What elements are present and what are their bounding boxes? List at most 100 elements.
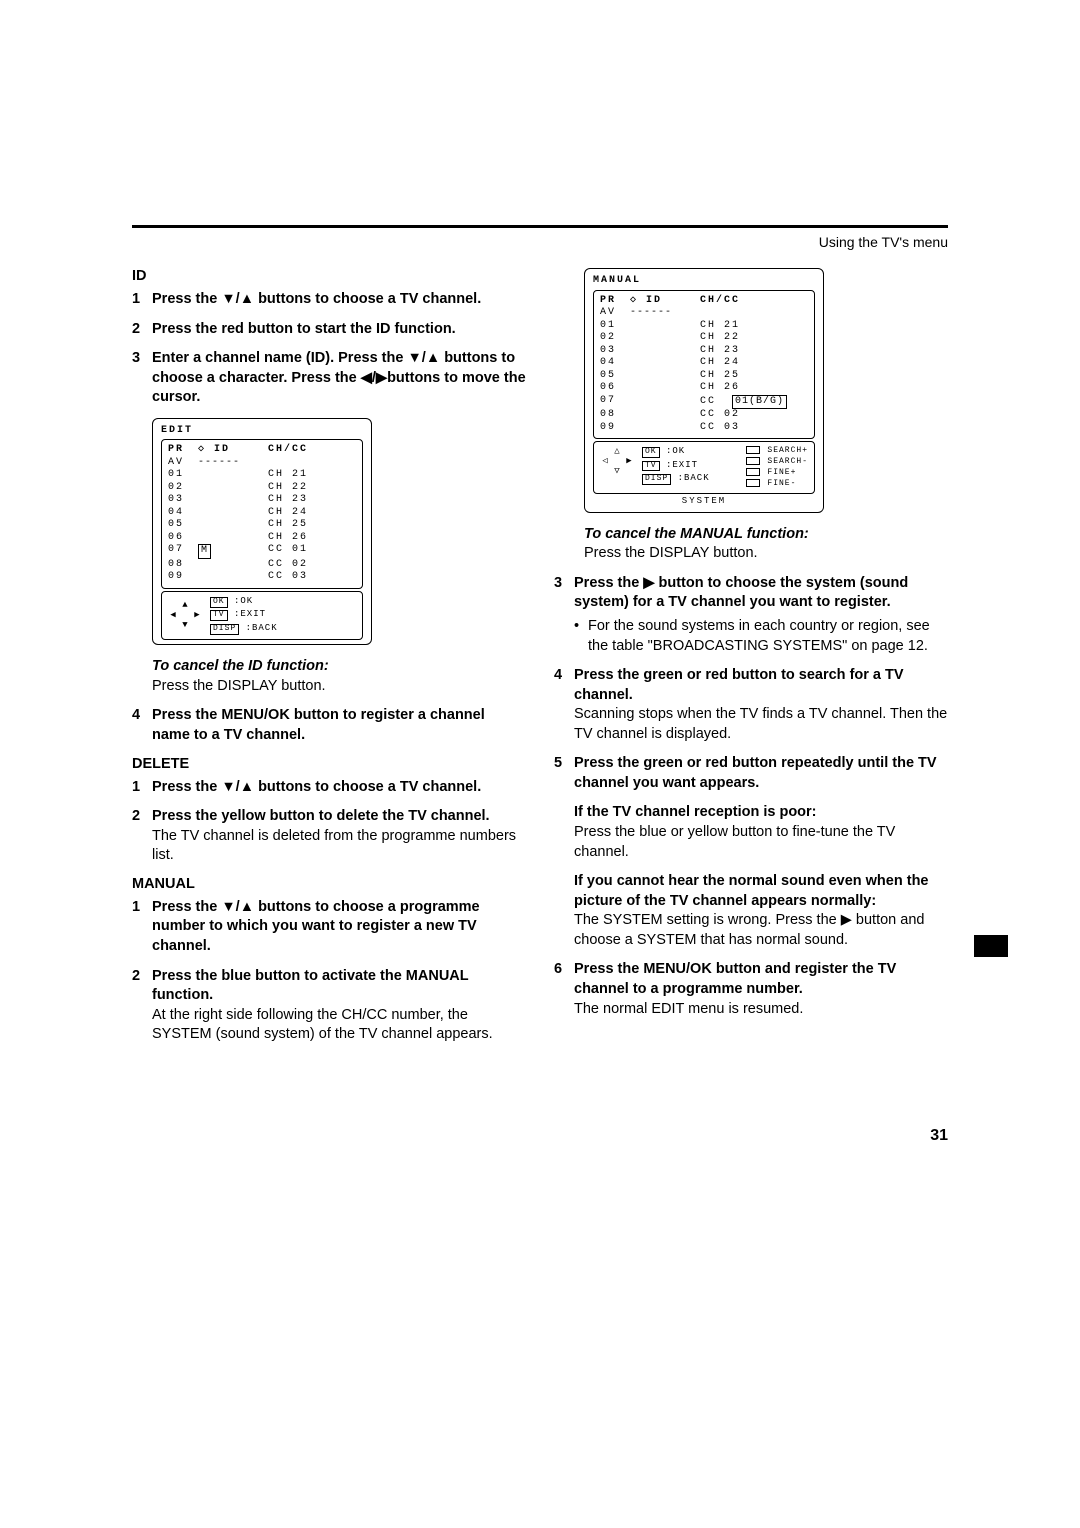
r-step-5: 5 Press the green or red button repeated… — [554, 754, 948, 950]
step-number: 5 — [554, 754, 574, 950]
r-step-6: 6 Press the MENU/OK button and register … — [554, 960, 948, 1019]
osd-system-label: SYSTEM — [593, 496, 815, 507]
osd-row: 07CC 01(B/G) — [600, 395, 808, 410]
osd-hdr-id-icon: ◇ — [630, 295, 638, 306]
step-text-body: Scanning stops when the TV finds a TV ch… — [574, 706, 947, 742]
osd-row: 05CH 25 — [600, 370, 808, 383]
osd-row: 01CH 21 — [600, 320, 808, 333]
step-number: 1 — [132, 898, 152, 957]
id-step-4: 4 Press the MENU/OK button to register a… — [132, 706, 526, 745]
osd-row: 06CH 26 — [600, 382, 808, 395]
step-number: 1 — [132, 290, 152, 310]
osd-row: 02CH 22 — [600, 332, 808, 345]
osd-hdr-id: ID — [214, 444, 230, 455]
delete-label: DELETE — [132, 756, 526, 772]
osd-control-row: OK :OK — [642, 446, 710, 459]
cancel-manual: To cancel the MANUAL function: Press the… — [584, 525, 948, 564]
step-text: Press the ▼/▲ buttons to choose a TV cha… — [152, 290, 526, 310]
arrow-icon: ▲ ◀▶ ▼ — [168, 601, 204, 631]
osd-control-row: TV :EXIT — [210, 609, 278, 622]
r-step-4: 4 Press the green or red button to searc… — [554, 666, 948, 744]
osd-legend-row: SEARCH- — [746, 457, 808, 467]
manual-label: MANUAL — [132, 876, 526, 892]
step-number: 4 — [554, 666, 574, 744]
osd-row: 03CH 23 — [168, 494, 356, 507]
man-step-2: 2 Press the blue button to activate the … — [132, 967, 526, 1045]
step-text-body: The normal EDIT menu is resumed. — [574, 1001, 803, 1017]
side-tab — [974, 935, 1008, 957]
osd-inner: PR ◇ ID CH/CC AV------ 01CH 2102CH 2203C… — [161, 439, 363, 589]
r-step-3: 3 Press the ▶ button to choose the syste… — [554, 574, 948, 656]
osd-hdr-id: ID — [646, 295, 662, 306]
osd-legend-row: FINE+ — [746, 468, 808, 478]
osd-hdr-id-icon: ◇ — [198, 444, 206, 455]
step-text: Press the MENU/OK button to register a c… — [152, 706, 526, 745]
step-number: 2 — [132, 967, 152, 1045]
osd-manual-figure: MANUAL PR ◇ ID CH/CC AV------ 01CH 2102C… — [584, 268, 824, 513]
osd-controls: △ ◁▶ ▽ OK :OKTV :EXITDISP :BACK SEARCH+ … — [593, 441, 815, 494]
id-step-2: 2 Press the red button to start the ID f… — [132, 320, 526, 340]
step-text: Press the ▼/▲ buttons to choose a TV cha… — [152, 778, 526, 798]
step-text-body: The TV channel is deleted from the progr… — [152, 828, 516, 864]
osd-dash: ------ — [630, 307, 700, 320]
osd-row: 04CH 24 — [600, 357, 808, 370]
step-number: 3 — [132, 349, 152, 408]
id-step-3: 3 Enter a channel name (ID). Press the ▼… — [132, 349, 526, 408]
osd-row: 01CH 21 — [168, 469, 356, 482]
header-title: Using the TV's menu — [132, 234, 948, 250]
step-text-bold: Press the yellow button to delete the TV… — [152, 808, 490, 824]
bullet-icon: • — [574, 617, 588, 656]
step-number: 3 — [554, 574, 574, 656]
osd-legend-row: SEARCH+ — [746, 446, 808, 456]
osd-edit-figure: EDIT PR ◇ ID CH/CC AV------ 01CH 2102CH … — [152, 418, 372, 646]
osd-controls: ▲ ◀▶ ▼ OK :OKTV :EXITDISP :BACK — [161, 591, 363, 641]
del-step-1: 1 Press the ▼/▲ buttons to choose a TV c… — [132, 778, 526, 798]
osd-row: 04CH 24 — [168, 507, 356, 520]
cancel-man-title: To cancel the MANUAL function: — [584, 526, 809, 542]
step-text-bold: Press the green or red button repeatedly… — [574, 755, 937, 791]
id-label: ID — [132, 268, 526, 284]
osd-control-row: OK :OK — [210, 596, 278, 609]
osd-hdr-pr: PR — [168, 444, 198, 457]
sound-body: The SYSTEM setting is wrong. Press the ▶… — [574, 912, 924, 948]
cancel-id-body: Press the DISPLAY button. — [152, 678, 326, 694]
osd-row: 07MCC 01 — [168, 544, 356, 559]
osd-control-row: TV :EXIT — [642, 460, 710, 473]
step-text: Press the ▼/▲ buttons to choose a progra… — [152, 898, 526, 957]
osd-legend-row: FINE- — [746, 479, 808, 489]
step-number: 4 — [132, 706, 152, 745]
osd-control-row: DISP :BACK — [210, 623, 278, 636]
osd-title: EDIT — [161, 425, 363, 438]
osd-title: MANUAL — [593, 275, 815, 288]
cancel-man-body: Press the DISPLAY button. — [584, 545, 758, 561]
osd-row: 09CC 03 — [600, 422, 808, 435]
osd-row: 03CH 23 — [600, 345, 808, 358]
osd-row: 09CC 03 — [168, 571, 356, 584]
step-text: Press the red button to start the ID fun… — [152, 320, 526, 340]
poor-title: If the TV channel reception is poor: — [574, 804, 817, 820]
step-text-bold: Press the MENU/OK button and register th… — [574, 961, 896, 997]
arrow-icon: △ ◁▶ ▽ — [600, 446, 636, 476]
page-number: 31 — [930, 1127, 948, 1145]
step-text-bold: Press the ▶ button to choose the system … — [574, 575, 908, 611]
id-step-1: 1 Press the ▼/▲ buttons to choose a TV c… — [132, 290, 526, 310]
osd-row: 08CC 02 — [168, 559, 356, 572]
header-rule — [132, 225, 948, 228]
step-text: Enter a channel name (ID). Press the ▼/▲… — [152, 349, 526, 408]
osd-row: 02CH 22 — [168, 482, 356, 495]
right-column: MANUAL PR ◇ ID CH/CC AV------ 01CH 2102C… — [554, 268, 948, 1055]
step-text-bold: Press the green or red button to search … — [574, 667, 904, 703]
step-number: 1 — [132, 778, 152, 798]
cancel-id: To cancel the ID function: Press the DIS… — [152, 657, 526, 696]
osd-row: 06CH 26 — [168, 532, 356, 545]
sound-title: If you cannot hear the normal sound even… — [574, 873, 929, 909]
osd-hdr-chcc: CH/CC — [700, 295, 808, 308]
left-column: ID 1 Press the ▼/▲ buttons to choose a T… — [132, 268, 526, 1055]
osd-inner: PR ◇ ID CH/CC AV------ 01CH 2102CH 2203C… — [593, 290, 815, 440]
osd-hdr-chcc: CH/CC — [268, 444, 356, 457]
step-text-bold: Press the blue button to activate the MA… — [152, 968, 468, 1004]
cancel-id-title: To cancel the ID function: — [152, 658, 329, 674]
osd-dash: ------ — [198, 457, 268, 470]
poor-body: Press the blue or yellow button to fine-… — [574, 824, 895, 860]
step-number: 6 — [554, 960, 574, 1019]
